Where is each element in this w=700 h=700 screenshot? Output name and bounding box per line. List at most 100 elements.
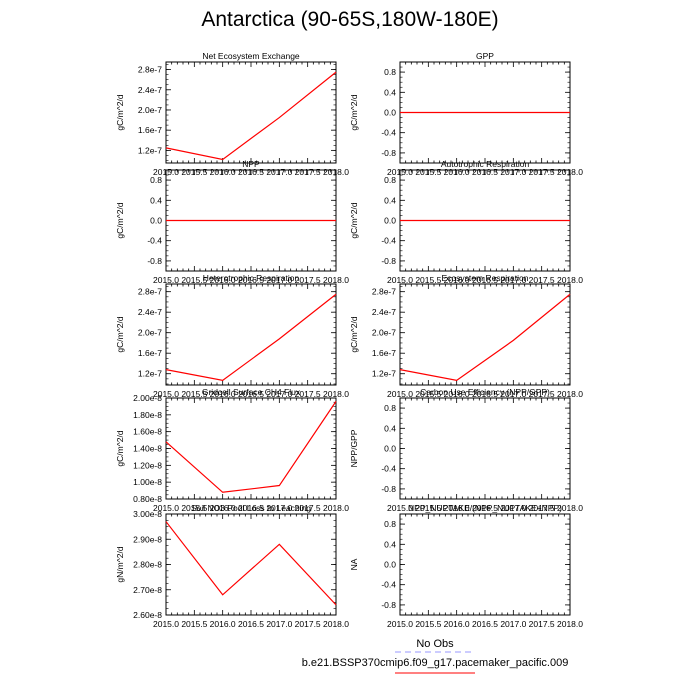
x-tick-label: 2016.5 [472,503,498,513]
x-tick-label: 2018.0 [557,389,583,399]
y-tick-label: 0.0 [384,216,396,226]
x-tick-label: 2018.0 [323,503,349,513]
x-tick-label: 2015.0 [153,275,179,285]
plot-frame [165,513,337,616]
x-tick-label: 2015.0 [153,503,179,513]
plot-frame [399,397,571,500]
y-tick-label: 1.6e-7 [138,125,162,135]
x-tick-label: 2015.0 [387,503,413,513]
panel-title: Soil NO3 Pool Loss to Leaching [191,503,311,513]
y-tick-label: 0.4 [384,87,396,97]
y-tick-label: 2.90e-8 [133,534,162,544]
y-tick-label: 0.4 [384,539,396,549]
y-axis-label: NA [349,558,359,570]
x-tick-label: 2018.0 [557,275,583,285]
legend-obs-label: No Obs [416,638,454,650]
y-tick-label: 1.60e-8 [133,427,162,437]
x-tick-label: 2017.5 [529,389,555,399]
y-tick-label: -0.8 [381,148,396,158]
y-tick-label: -0.8 [147,256,162,266]
x-tick-label: 2015.0 [153,619,179,629]
x-tick-label: 2015.0 [387,275,413,285]
x-tick-label: 2018.0 [557,619,583,629]
x-tick-label: 2016.5 [472,389,498,399]
x-tick-label: 2017.5 [295,389,321,399]
plot-frame [399,513,571,616]
panel-title: GPP [476,51,494,61]
plot-frame [165,61,337,164]
x-tick-label: 2018.0 [323,619,349,629]
plot-frame [165,397,337,500]
series-line [165,401,337,493]
x-tick-label: 2015.5 [181,389,207,399]
x-tick-label: 2018.0 [323,389,349,399]
y-axis-label: gC/m^2/d [349,316,359,352]
x-tick-label: 2015.0 [153,389,179,399]
x-tick-label: 2016.5 [472,275,498,285]
y-tick-label: 0.0 [384,560,396,570]
x-tick-label: 2015.5 [415,275,441,285]
x-tick-label: 2016.0 [210,275,236,285]
y-tick-label: -0.8 [381,256,396,266]
panel-title: Net Ecosystem Exchange [202,51,300,61]
x-tick-label: 2018.0 [323,275,349,285]
y-tick-label: 2.70e-8 [133,585,162,595]
x-tick-label: 2017.0 [500,619,526,629]
x-tick-label: 2016.0 [444,503,470,513]
x-tick-label: 2016.5 [238,619,264,629]
x-tick-label: 2017.5 [295,619,321,629]
series-line [165,71,337,161]
y-tick-label: -0.4 [381,580,396,590]
y-tick-label: 2.80e-8 [133,560,162,570]
y-tick-label: 2.4e-7 [372,307,396,317]
x-tick-label: 2017.5 [295,503,321,513]
y-tick-label: 0.0 [384,108,396,118]
panel-title: NPP [242,159,260,169]
x-tick-label: 2016.0 [210,503,236,513]
x-tick-label: 2017.0 [266,275,292,285]
x-tick-label: 2015.5 [415,503,441,513]
y-tick-label: 2.8e-7 [138,65,162,75]
x-tick-label: 2017.0 [266,503,292,513]
x-tick-label: 2015.5 [181,275,207,285]
x-tick-label: 2016.0 [444,619,470,629]
y-axis-label: gC/m^2/d [115,316,125,352]
x-tick-label: 2017.0 [500,503,526,513]
y-tick-label: -0.4 [381,128,396,138]
panel-title: Heterotrophic Respiration [203,273,300,283]
x-tick-label: 2016.5 [238,503,264,513]
y-tick-label: 2.8e-7 [372,287,396,297]
panel-title: Carbon Use Efficiency (NPP/GPP) [420,387,550,397]
y-tick-label: 1.2e-7 [138,145,162,155]
y-tick-label: -0.8 [381,484,396,494]
y-axis-label: gC/m^2/d [115,202,125,238]
x-tick-label: 2015.5 [415,389,441,399]
y-tick-label: -0.4 [381,236,396,246]
panel-title: NPP_NUPTAKE/(NPP_NUPTAKE+NPP) [408,503,562,513]
y-tick-label: 2.0e-7 [138,328,162,338]
y-tick-label: 1.00e-8 [133,477,162,487]
y-tick-label: 0.8 [384,67,396,77]
y-tick-label: 2.00e-8 [133,393,162,403]
y-axis-label: gC/m^2/d [115,430,125,466]
series-line [165,293,337,382]
y-tick-label: 1.20e-8 [133,460,162,470]
series-line [165,521,337,606]
y-tick-label: -0.8 [381,600,396,610]
y-tick-label: 0.4 [150,195,162,205]
x-tick-label: 2017.0 [266,389,292,399]
x-tick-label: 2016.0 [210,389,236,399]
panel-title: Autotrophic Respiration [441,159,530,169]
x-tick-label: 2016.0 [444,275,470,285]
legend-model-label: b.e21.BSSP370cmip6.f09_g17.pacemaker_pac… [301,657,569,669]
y-tick-label: 1.6e-7 [372,348,396,358]
plot-frame [399,283,571,386]
y-tick-label: 0.8 [384,175,396,185]
x-tick-label: 2015.0 [387,619,413,629]
x-tick-label: 2015.5 [415,619,441,629]
